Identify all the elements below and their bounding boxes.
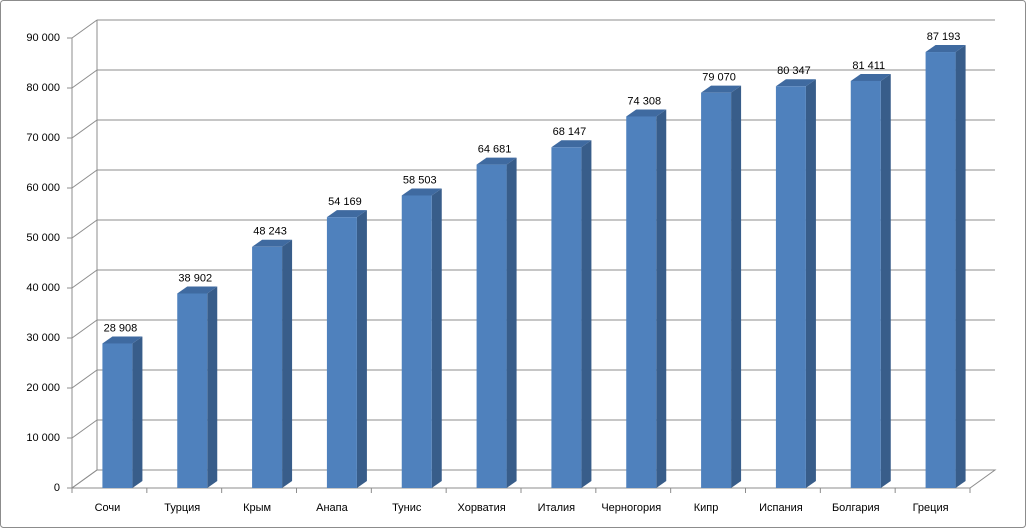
y-tick-label: 40 000 — [26, 282, 60, 294]
bar-side — [955, 45, 966, 488]
bar-front — [551, 147, 582, 488]
x-tick-label: Тунис — [392, 502, 422, 514]
y-tick-label: 90 000 — [26, 32, 60, 44]
bar-side — [731, 85, 742, 489]
grid-line-diagonal — [71, 419, 98, 439]
grid-line-diagonal — [71, 19, 98, 39]
bar-side — [356, 210, 367, 488]
grid-line-diagonal — [71, 169, 98, 189]
x-tick-label: Турция — [164, 502, 200, 514]
value-label: 54 169 — [328, 196, 362, 208]
y-tick-label: 10 000 — [26, 432, 60, 444]
bar — [252, 239, 293, 488]
bar — [326, 210, 367, 488]
grid-line-diagonal — [71, 319, 98, 339]
x-tick-label: Хорватия — [457, 502, 505, 514]
bar-side — [207, 286, 218, 488]
bar-front — [252, 246, 283, 488]
bar-front — [326, 217, 357, 488]
x-tick-label: Сочи — [95, 502, 121, 514]
bar-top — [177, 286, 218, 294]
bar-top — [326, 210, 367, 218]
bar-top — [476, 157, 517, 165]
value-label: 79 070 — [702, 72, 736, 84]
x-tick-label: Испания — [759, 502, 803, 514]
bar — [626, 109, 667, 489]
grid-line-diagonal — [71, 369, 98, 389]
bar — [401, 188, 442, 489]
bar — [102, 336, 143, 488]
bar-front — [626, 116, 657, 489]
bar-front — [177, 293, 208, 488]
grid-line-diagonal — [71, 269, 98, 289]
bar — [476, 157, 517, 488]
value-label: 81 411 — [852, 60, 885, 72]
bar — [551, 140, 592, 488]
grid-line-diagonal — [71, 469, 98, 489]
bar-front — [401, 195, 432, 489]
bar-side — [431, 188, 442, 489]
grid-line-diagonal — [71, 69, 98, 89]
bar-side — [880, 73, 891, 488]
bar-side — [506, 157, 517, 488]
value-label: 80 347 — [777, 65, 811, 77]
bar-top — [252, 239, 293, 247]
x-tick-label: Анапа — [316, 502, 348, 514]
bar-front — [775, 86, 806, 488]
value-label: 68 147 — [553, 126, 587, 138]
x-tick-label: Крым — [243, 502, 271, 514]
bar-top — [401, 188, 442, 196]
bar — [850, 73, 891, 488]
value-label: 38 902 — [178, 272, 212, 284]
bar-top — [626, 109, 667, 117]
y-tick-label: 80 000 — [26, 82, 60, 94]
x-tick-label: Кипр — [694, 502, 719, 514]
x-tick-label: Италия — [538, 502, 576, 514]
bar-top — [551, 140, 592, 148]
y-tick-label: 70 000 — [26, 132, 60, 144]
x-tick-label: Греция — [913, 502, 949, 514]
grid-line-diagonal — [71, 219, 98, 239]
x-tick-label: Черногория — [601, 502, 661, 514]
bar-front — [850, 80, 881, 488]
bar-front — [102, 343, 133, 488]
bar-top — [102, 336, 143, 344]
value-label: 58 503 — [403, 174, 437, 186]
value-label: 87 193 — [927, 31, 961, 43]
y-tick-label: 20 000 — [26, 382, 60, 394]
grid-line-diagonal — [71, 119, 98, 139]
y-tick-label: 60 000 — [26, 182, 60, 194]
bar-front — [925, 52, 956, 488]
bar-top — [850, 73, 891, 81]
value-label: 48 243 — [253, 226, 287, 238]
bar-top — [925, 45, 966, 53]
bar — [775, 79, 816, 488]
y-tick-label: 0 — [54, 482, 60, 494]
bar-side — [656, 109, 667, 489]
y-tick-label: 50 000 — [26, 232, 60, 244]
value-label: 74 308 — [627, 95, 661, 107]
bar-top — [775, 79, 816, 87]
bar — [177, 286, 218, 488]
bar-side — [282, 239, 293, 488]
bar-front — [701, 92, 732, 489]
value-label: 28 908 — [104, 322, 138, 334]
x-tick-label: Болгария — [832, 502, 880, 514]
bar-side — [132, 336, 143, 488]
y-tick-label: 30 000 — [26, 332, 60, 344]
bar-side — [805, 79, 816, 488]
value-label: 64 681 — [478, 144, 512, 156]
bar — [701, 85, 742, 489]
bar-front — [476, 164, 507, 488]
bar-side — [581, 140, 592, 488]
bar-top — [701, 85, 742, 93]
bar — [925, 45, 966, 488]
